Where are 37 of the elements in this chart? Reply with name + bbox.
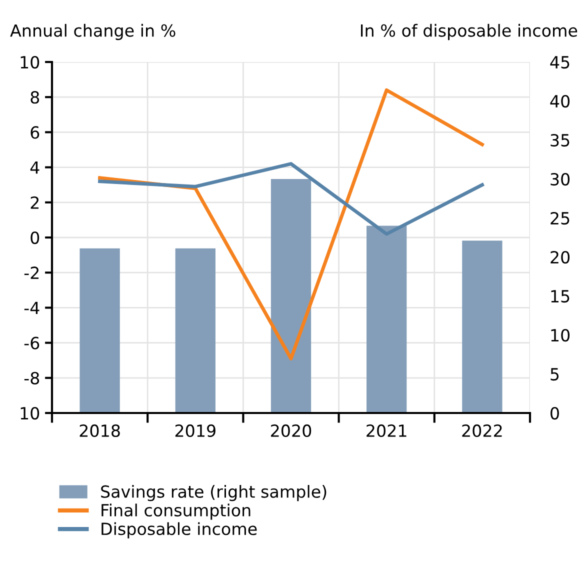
y-tick-label: 10 xyxy=(20,406,40,420)
y-tick-label: 10 xyxy=(20,56,40,69)
y2-tick-label: 0 xyxy=(550,406,559,420)
y2-tick-label: 35 xyxy=(550,134,570,147)
y2-tick-label: 25 xyxy=(550,212,570,225)
y2-tick-label: 20 xyxy=(550,250,570,264)
x-tick-label: 2022 xyxy=(462,424,502,438)
bar xyxy=(366,226,407,413)
y-tick-label: 4 xyxy=(30,161,40,174)
bar xyxy=(270,179,312,413)
bar xyxy=(462,240,502,413)
y-axis-title: Annual change in % xyxy=(10,24,176,40)
y2-tick-label: 10 xyxy=(551,328,570,342)
bar xyxy=(80,248,120,413)
y-tick-label: 0 xyxy=(30,231,40,244)
y-tick-label: 8 xyxy=(30,91,40,104)
y2-axis-title: In % of disposable income xyxy=(360,24,578,40)
y2-tick-label: 5 xyxy=(550,368,559,381)
x-tick-label: 2021 xyxy=(366,424,406,438)
y-tick-label: -2 xyxy=(24,266,39,279)
y-tick-label: 6 xyxy=(30,126,40,139)
x-tick-label: 2019 xyxy=(175,424,216,438)
y-tick-label: -6 xyxy=(24,336,40,350)
y2-tick-label: 45 xyxy=(550,56,570,69)
bar xyxy=(175,248,216,413)
y-tick-label: -4 xyxy=(24,302,40,314)
y-tick-label: 2 xyxy=(30,196,39,209)
line-series xyxy=(98,162,484,236)
y-tick-label: -8 xyxy=(24,372,40,384)
legend-label: Disposable income xyxy=(102,522,257,538)
y2-tick-label: 15 xyxy=(551,290,570,303)
legend-label: Final consumption xyxy=(102,504,250,520)
x-tick-label: 2018 xyxy=(80,424,120,438)
x-tick-label: 2020 xyxy=(271,424,312,438)
legend-label: Savings rate (right sample) xyxy=(101,485,326,502)
y2-tick-label: 40 xyxy=(550,94,570,108)
y2-tick-label: 30 xyxy=(550,172,570,186)
